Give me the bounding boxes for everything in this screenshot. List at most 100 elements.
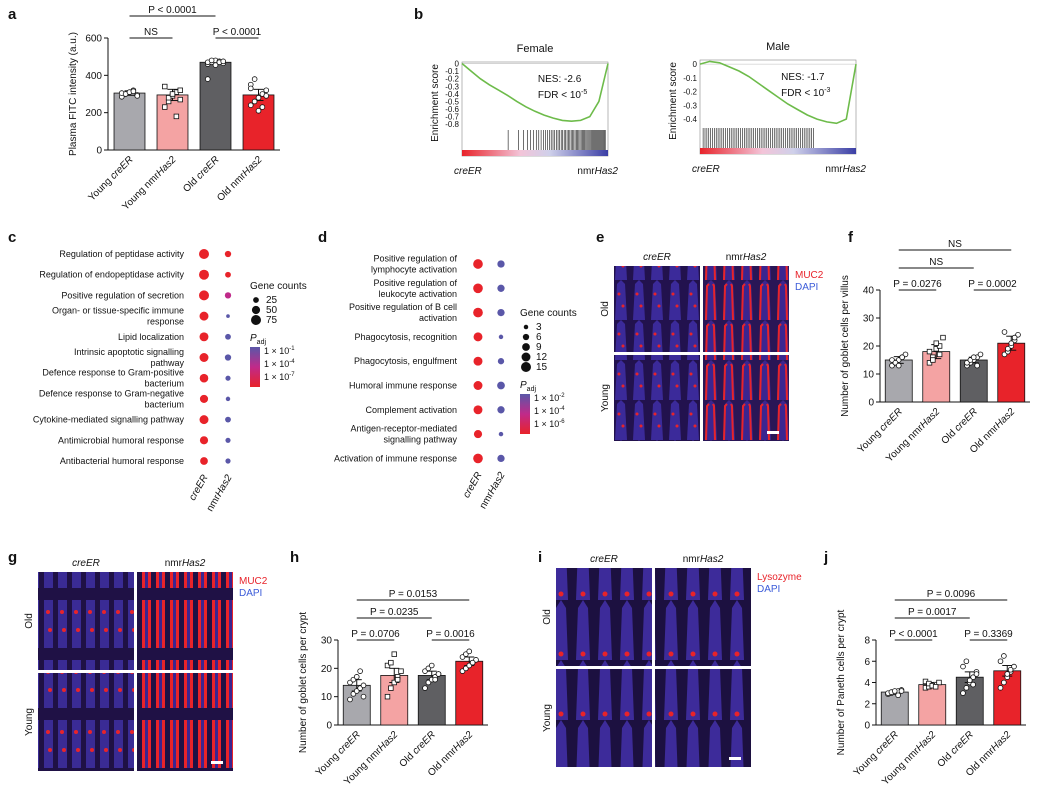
data-point [398,668,404,674]
data-point [997,658,1004,665]
y-tick-label: 400 [85,71,102,82]
data-point [247,85,254,92]
dot [199,311,209,321]
legend-dot [251,305,261,315]
y-tick-label: -0.3 [445,82,459,91]
legend-size-label: 15 [536,362,548,373]
row-label: Young [24,708,35,736]
x-tick-label: Old creER [181,154,221,194]
micrograph-tile [556,669,652,767]
dot [225,396,231,402]
y-tick-label: -0.1 [683,74,697,83]
comparison-label: NS [929,257,943,268]
padj-colorbar [520,394,530,434]
legend-size-label: 75 [266,315,278,326]
dot [473,356,483,366]
padj-colorbar [250,347,260,387]
data-point [970,674,976,680]
data-point [466,648,473,655]
data-point [936,351,943,358]
dot [199,332,209,342]
data-point [391,679,397,686]
column-label: nmrHas2 [726,252,767,263]
term-label: Cytokine-mediated signalling pathway [33,415,185,425]
x-tick-label: creER [461,470,484,500]
y-tick-label: -0.7 [445,113,459,122]
column-label: nmrHas2 [683,554,724,565]
data-point [960,690,966,696]
data-point [353,674,360,680]
dot [224,292,232,299]
y-tick-label: 200 [85,108,102,119]
panel-letter-h: h [290,549,299,566]
data-point [963,685,970,691]
term-label: activation [419,313,457,323]
y-tick-label: 2 [864,699,870,710]
y-tick-label: 0 [693,60,698,69]
row-label: Old [600,301,611,317]
column-label: creER [643,252,671,263]
enrichment-curve [699,60,857,125]
x-right-label: nmrHas2 [825,164,866,175]
fdr-label: FDR < 10-3 [781,87,830,99]
x-tick-label: Old nmrHas2 [215,154,265,204]
term-label: lymphocyte activation [371,265,457,275]
data-point [932,684,939,690]
term-label: Regulation of peptidase activity [59,249,184,259]
bar-0 [113,92,146,151]
legend-dot [253,297,259,303]
dot [498,431,504,437]
data-point [394,676,401,683]
comparison-label: P = 0.0153 [389,589,438,600]
data-point [435,671,442,677]
comparison-label: P = 0.0016 [426,629,475,640]
padj-tick-label: 1 × 10-6 [534,419,565,429]
panel-f: f 0 10 20 30 40 Number of goblet cells per vil… [840,229,1030,465]
data-point [165,95,172,101]
y-tick-label: 0 [326,721,332,732]
row-label: Young [600,384,611,412]
y-tick-label: -0.4 [445,90,459,99]
stain-legend-muc2: MUC2 [795,270,824,281]
data-point [940,334,946,341]
dot [473,307,483,318]
comparison-label: NS [144,27,158,38]
panel-letter-a: a [8,6,17,23]
y-tick-label: 30 [321,636,333,647]
panel-letter-g: g [8,549,17,566]
data-point [898,688,905,694]
data-point [1007,666,1014,673]
dot [200,457,208,465]
padj-title: Padj [250,333,266,346]
term-label: response [147,317,184,327]
micrograph-tile [556,568,652,666]
micrograph-tile [38,673,134,771]
term-label: signalling pathway [383,435,457,445]
x-left-label: creER [692,164,720,175]
comparison-label: P = 0.0017 [908,607,957,618]
bar-1 [918,684,947,726]
term-label: Antimicrobial humoral response [58,435,184,445]
rank-bar [462,150,608,156]
comparison-label: P = 0.0096 [927,589,976,600]
data-point [895,362,902,369]
data-point [970,354,977,361]
data-point [1004,671,1011,677]
data-point [899,354,905,361]
data-point [1005,345,1011,352]
y-tick-label: 0 [868,398,874,409]
dot [497,454,505,463]
data-point [130,88,137,94]
y-axis-label: Number of goblet cells per crypt [298,612,309,753]
dot [497,284,505,292]
y-axis-label: Plasma FITC intensity (a.u.) [68,32,79,156]
column-label: creER [590,554,618,565]
x-tick-label: creER [187,473,210,503]
data-point [963,658,970,665]
x-right-label: nmrHas2 [577,166,618,177]
data-point [162,104,168,110]
y-axis-label: Number of Paneth cells per crypt [836,609,847,755]
legend-dot [522,343,530,351]
